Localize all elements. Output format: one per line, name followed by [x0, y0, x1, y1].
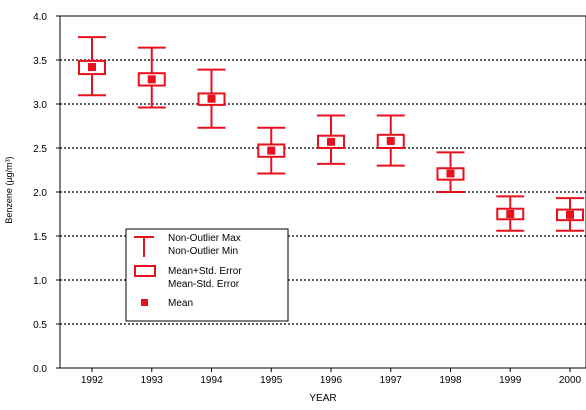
mean-marker-1994 — [207, 94, 216, 103]
box-group-1997 — [376, 114, 405, 167]
x-tick-label-1992: 1992 — [81, 375, 104, 386]
box-group-1994 — [197, 68, 226, 129]
x-tick-label-1997: 1997 — [380, 375, 403, 386]
y-axis-title: Benzene (µg/m³) — [4, 156, 14, 223]
x-tick-label-1999: 1999 — [499, 375, 522, 386]
legend-label-box-upper: Mean+Std. Error — [168, 266, 242, 277]
legend-label-whisker-max: Non-Outlier Max — [168, 233, 241, 244]
mean-marker-2000 — [566, 210, 574, 219]
box-group-1992 — [78, 36, 106, 97]
y-tick-label-1.5: 1.5 — [33, 232, 47, 243]
x-axis-title: YEAR — [309, 393, 336, 404]
mean-marker-1996 — [327, 137, 335, 146]
legend-symbol-whisker — [134, 236, 154, 257]
y-tick-label-0.5: 0.5 — [33, 320, 47, 331]
x-tick-label-2000: 2000 — [559, 375, 582, 386]
y-tick-label-3.5: 3.5 — [33, 56, 47, 67]
y-tick-label-3.0: 3.0 — [33, 100, 47, 111]
box-group-1996 — [317, 114, 345, 165]
legend: Non-Outlier Max Non-Outlier Min Mean+Std… — [125, 228, 289, 322]
y-tick-label-2.0: 2.0 — [33, 188, 47, 199]
legend-label-whisker-min: Non-Outlier Min — [168, 246, 238, 257]
y-tick-label-2.5: 2.5 — [33, 144, 47, 155]
x-tick-label-1995: 1995 — [260, 375, 283, 386]
mean-marker-1997 — [386, 136, 395, 145]
x-tick-label-1996: 1996 — [320, 375, 343, 386]
mean-marker-1995 — [267, 146, 276, 155]
mean-marker-1998 — [446, 169, 455, 178]
y-tick-label-4.0: 4.0 — [33, 12, 47, 23]
box-group-1998 — [436, 151, 465, 193]
mean-marker-1999 — [506, 210, 515, 218]
legend-symbol-mean — [141, 299, 148, 306]
x-tick-label-1998: 1998 — [439, 375, 462, 386]
mean-marker-1992 — [88, 63, 96, 72]
legend-symbol-box — [134, 265, 156, 277]
y-tick-label-1.0: 1.0 — [33, 276, 47, 287]
legend-label-box-lower: Mean-Std. Error — [168, 279, 240, 290]
x-tick-label-1994: 1994 — [200, 375, 223, 386]
legend-label-mean: Mean — [168, 298, 193, 309]
y-tick-label-0.0: 0.0 — [33, 364, 47, 375]
box-group-1993 — [137, 46, 166, 109]
mean-marker-1993 — [147, 75, 156, 84]
box-group-1999 — [496, 195, 525, 232]
box-group-1995 — [257, 126, 286, 175]
x-tick-label-1993: 1993 — [141, 375, 164, 386]
box-group-2000 — [556, 197, 584, 232]
